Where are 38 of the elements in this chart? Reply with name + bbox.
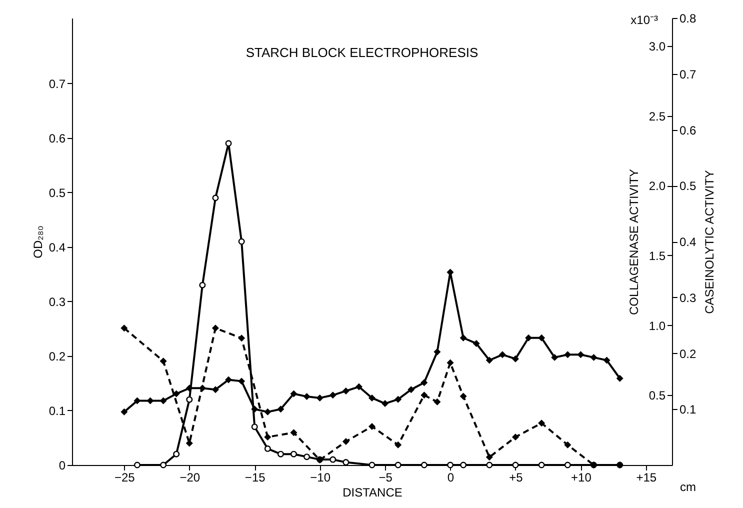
y2-tick-label: 0.5 [648, 388, 666, 403]
x-tick-label: −25 [114, 470, 136, 484]
y2-tick-label: 1.0 [648, 318, 666, 333]
y3-tick-label: 0.3 [680, 290, 697, 305]
y-tick-label: 0.5 [48, 186, 66, 200]
y3-tick-label: 0.2 [680, 346, 697, 361]
y3-tick-label: 0.8 [680, 12, 697, 26]
y-axis-title: OD₂₈₀ [30, 226, 45, 258]
x-tick-label: −5 [378, 470, 393, 484]
y3-tick-label: 0.6 [680, 123, 697, 138]
text: STARCH BLOCK ELECTROPHORESIS [246, 45, 479, 60]
y3-tick-label: 0.5 [680, 179, 697, 194]
y2-tick-label: 2.0 [648, 179, 666, 194]
y-tick-label: 0 [58, 458, 66, 472]
y3-tick-label: 0.1 [680, 402, 697, 417]
y-tick-label: 0.7 [48, 76, 66, 91]
text: cm [680, 480, 696, 494]
y2-tick-label: 2.5 [648, 109, 666, 124]
y2-axis-title: COLLAGENASE ACTIVITY [626, 168, 641, 316]
x-tick-label: −20 [180, 470, 200, 484]
y-tick-label: 0.2 [48, 349, 66, 364]
y-tick-label: 0.6 [48, 131, 66, 146]
y3-tick-label: 0.7 [680, 67, 697, 82]
y-tick-label: 0.4 [48, 240, 66, 254]
y2-tick-label: 1.5 [648, 248, 666, 263]
annotation: x10⁻³ [630, 13, 658, 27]
x-axis-title: DISTANCE [342, 486, 402, 500]
y2-tick-label: 3.0 [648, 39, 666, 54]
x-tick-label: −15 [244, 470, 266, 484]
y-tick-label: 0.3 [48, 294, 66, 309]
x-tick-label: +10 [571, 470, 592, 484]
y3-tick-label: 0.4 [680, 235, 697, 249]
y-tick-label: 0.1 [48, 404, 66, 418]
x-tick-label: −10 [310, 470, 331, 484]
y3-axis-title: CASEINOLYTIC ACTIVITY [702, 170, 716, 314]
x-tick-label: 0 [447, 470, 454, 484]
x-tick-label: +15 [636, 470, 657, 484]
x-tick-label: +5 [509, 470, 524, 484]
